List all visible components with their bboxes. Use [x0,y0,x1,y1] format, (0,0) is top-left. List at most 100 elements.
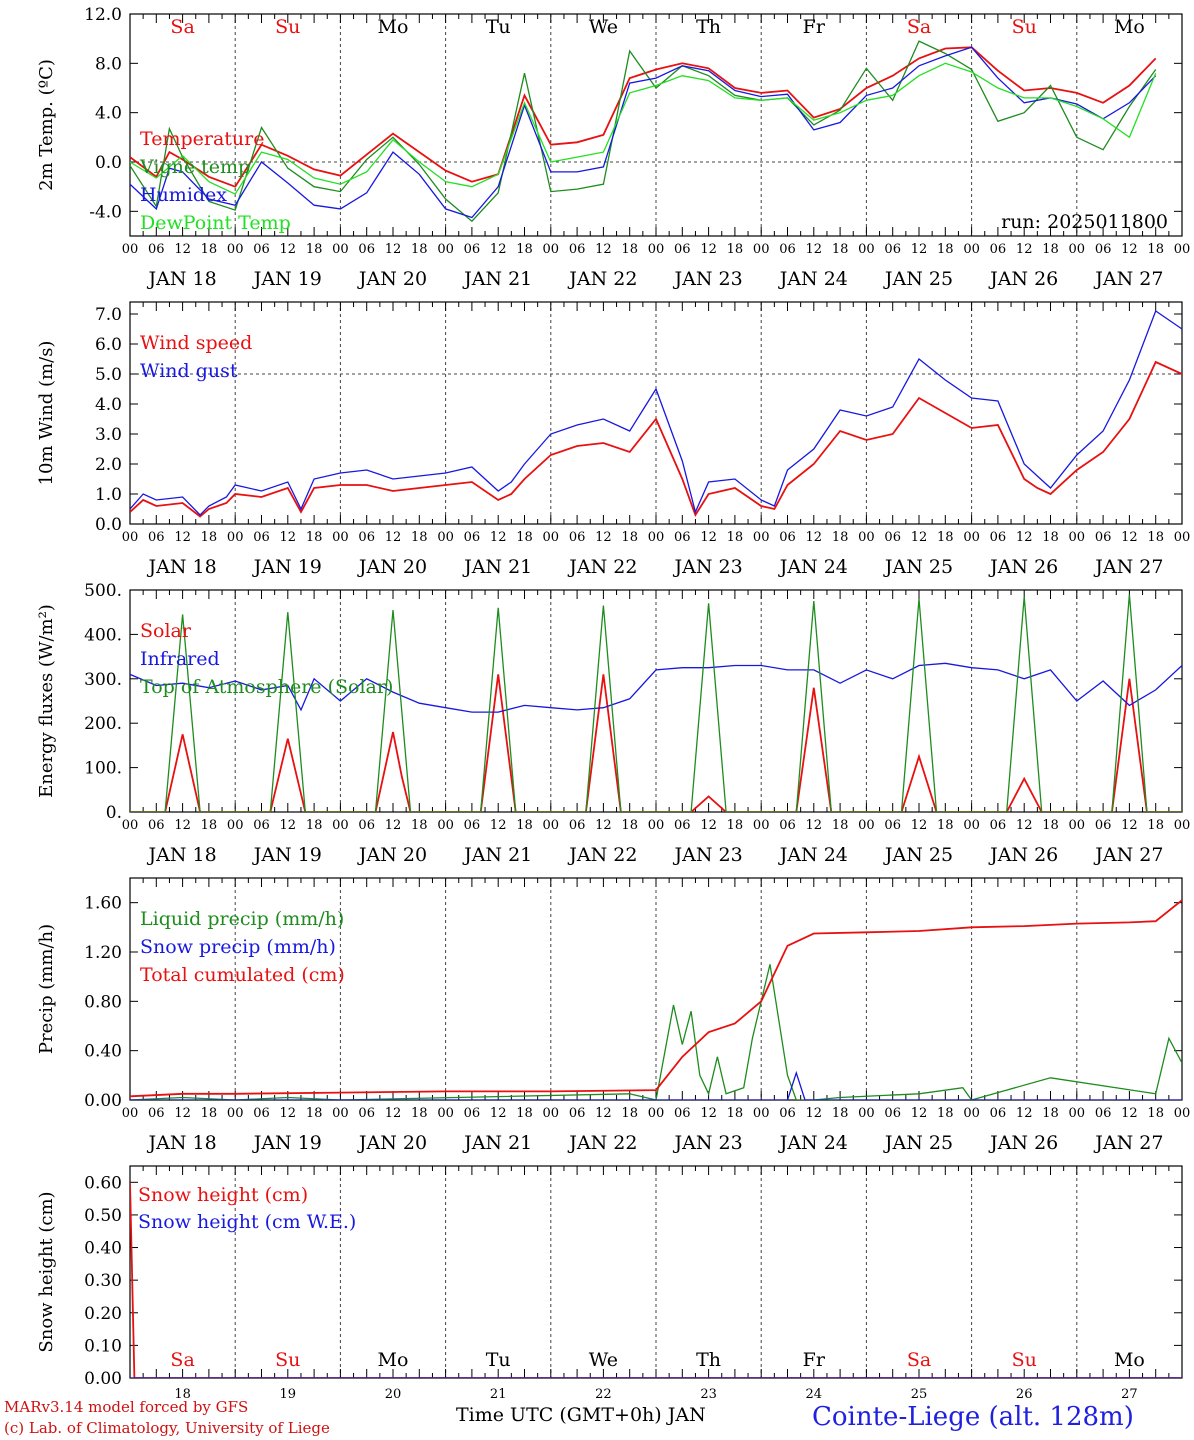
hour-tick-label: 06 [779,818,796,833]
day-number-label: 22 [595,1387,612,1402]
hour-tick-label: 06 [148,242,165,257]
y-axis-label: Energy fluxes (W/m²) [36,604,57,798]
weekday-label: Mo [378,1349,409,1371]
series-line-dewpoint-temp [130,62,1157,195]
hour-tick-label: 00 [753,818,770,833]
y-tick-label: 6.0 [95,335,122,355]
hour-tick-label: 12 [806,530,823,545]
series-line-top-of-atmosphere-solar- [130,594,1182,812]
date-label: JAN 25 [883,844,953,866]
hour-tick-label: 00 [858,1106,875,1121]
weekday-label: Th [696,1349,721,1371]
hour-tick-label: 06 [253,1106,270,1121]
date-label: JAN 26 [988,556,1058,578]
day-number-label: 27 [1121,1387,1138,1402]
hour-tick-label: 06 [253,530,270,545]
legend-entry: Top of Atmosphere (Solar) [140,676,393,698]
hour-tick-label: 18 [516,530,533,545]
date-label: JAN 27 [1093,268,1163,290]
hour-tick-label: 12 [911,818,928,833]
hour-tick-label: 12 [280,818,297,833]
hour-tick-label: 12 [911,242,928,257]
weekday-label: Mo [378,16,409,38]
date-label: JAN 18 [147,844,217,866]
legend-entry: Snow height (cm W.E.) [138,1211,356,1233]
series-group [130,40,1157,223]
time-axis-label: Time UTC (GMT+0h) JAN [456,1404,706,1426]
hour-tick-label: 18 [832,1106,849,1121]
hour-tick-label: 00 [437,242,454,257]
hour-tick-label: 18 [1042,818,1059,833]
y-tick-label: 8.0 [95,54,122,74]
weekday-label: Sa [170,16,194,38]
hour-tick-label: 00 [963,818,980,833]
weekday-label: Su [275,1349,300,1371]
hour-tick-label: 12 [174,242,191,257]
hour-tick-label: 06 [569,818,586,833]
weekday-label: Sa [907,16,931,38]
series-line-temperature [130,46,1157,188]
legend-entry: Wind speed [140,332,252,354]
hour-tick-label: 12 [174,1106,191,1121]
weekday-label: Sa [907,1349,931,1371]
hour-tick-label: 06 [674,530,691,545]
weekday-label: Th [696,16,721,38]
legend-entry: Wind gust [140,360,238,382]
hour-tick-label: 12 [280,530,297,545]
series-line-solar [130,674,1182,812]
hour-tick-label: 12 [490,818,507,833]
y-tick-label: 200. [84,714,122,734]
hour-tick-label: 12 [1121,242,1138,257]
hour-tick-label: 18 [621,530,638,545]
weekday-label: Sa [170,1349,194,1371]
hour-tick-label: 18 [516,242,533,257]
date-label: JAN 23 [673,844,743,866]
hour-tick-label: 18 [937,1106,954,1121]
date-label: JAN 20 [357,1132,427,1154]
y-tick-label: 0.30 [84,1271,122,1291]
y-axis-label: 10m Wind (m/s) [36,341,57,486]
hour-tick-label: 00 [543,242,560,257]
legend-entry: Infrared [140,648,220,670]
date-label: JAN 21 [462,268,532,290]
date-label: JAN 26 [988,844,1058,866]
date-label: JAN 23 [673,1132,743,1154]
y-tick-label: 5.0 [95,365,122,385]
date-label: JAN 18 [147,556,217,578]
hour-tick-label: 12 [490,530,507,545]
series-line-liquid-precip-mm-h- [130,964,1182,1100]
hour-tick-label: 00 [648,818,665,833]
hour-tick-label: 12 [700,818,717,833]
y-tick-label: 1.0 [95,485,122,505]
weekday-label: Fr [803,16,826,38]
date-label: JAN 20 [357,268,427,290]
hour-tick-label: 00 [1174,530,1191,545]
hour-tick-label: 06 [884,242,901,257]
hour-tick-label: 18 [1147,1106,1164,1121]
hour-tick-label: 18 [201,1106,218,1121]
day-number-label: 23 [700,1387,717,1402]
day-number-label: 25 [911,1387,928,1402]
series-line-vigne-temp [130,40,1157,223]
hour-tick-label: 06 [674,818,691,833]
panel-5: 0.00 0.10 0.20 0.30 0.40 0.50 0.60 Snow height … [36,1165,1183,1402]
date-label: JAN 18 [147,1132,217,1154]
y-tick-label: 0.0 [95,153,122,173]
hour-tick-label: 18 [727,818,744,833]
hour-tick-label: 18 [1042,242,1059,257]
weekday-label: We [589,16,618,38]
date-label: JAN 27 [1093,556,1163,578]
hour-tick-label: 00 [753,1106,770,1121]
hour-tick-label: 06 [148,530,165,545]
y-tick-label: 300. [84,670,122,690]
y-tick-label: 400. [84,625,122,645]
hour-tick-label: 12 [700,530,717,545]
date-label: JAN 26 [988,1132,1058,1154]
hour-tick-label: 00 [543,530,560,545]
hour-tick-label: 00 [122,530,139,545]
hour-tick-label: 18 [306,530,323,545]
day-number-label: 21 [490,1387,507,1402]
hour-tick-label: 00 [648,530,665,545]
hour-tick-label: 00 [1069,242,1086,257]
date-label: JAN 25 [883,268,953,290]
